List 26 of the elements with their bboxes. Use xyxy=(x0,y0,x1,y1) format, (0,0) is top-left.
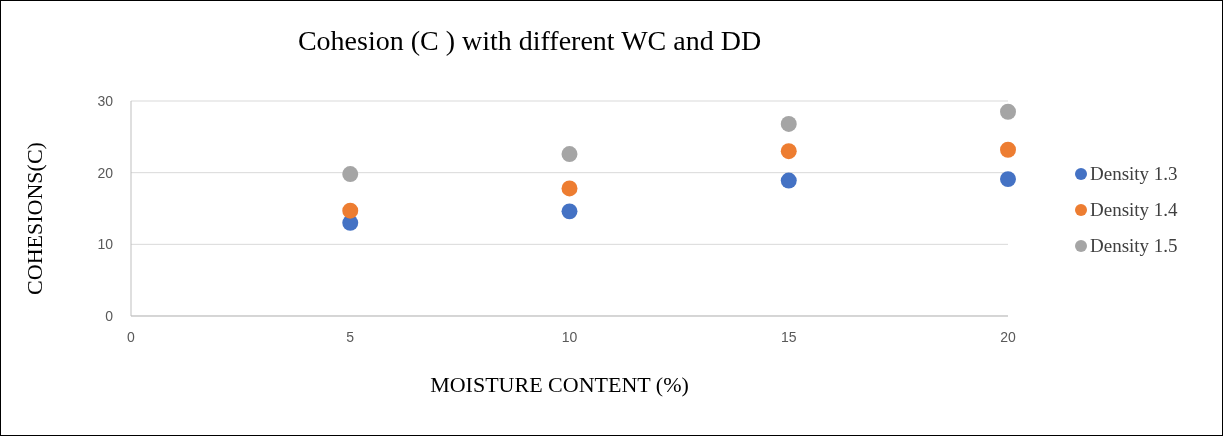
x-axis-title: MOISTURE CONTENT (%) xyxy=(430,372,689,397)
legend-label: Density 1.3 xyxy=(1090,163,1178,184)
y-axis-title: COHESIONS(C) xyxy=(22,142,47,295)
y-tick-label: 30 xyxy=(97,93,114,109)
y-tick-label: 10 xyxy=(97,236,114,253)
point xyxy=(561,180,578,197)
point xyxy=(342,202,359,219)
x-tick-label: 0 xyxy=(127,329,136,345)
x-tick-label: 15 xyxy=(780,329,797,345)
y-tick-label: 20 xyxy=(97,164,114,181)
y-tick-label: 0 xyxy=(105,308,114,324)
point xyxy=(1000,141,1016,158)
point xyxy=(780,143,797,160)
legend-label: Density 1.5 xyxy=(1090,235,1178,256)
x-tick-label: 5 xyxy=(346,329,355,345)
x-tick-label: 20 xyxy=(1000,329,1016,345)
point xyxy=(1000,171,1016,188)
point xyxy=(1000,103,1016,120)
point xyxy=(561,203,578,220)
x-tick-label: 10 xyxy=(561,329,578,345)
chart-title: Cohesion (C ) with different WC and DD xyxy=(297,25,762,56)
point xyxy=(561,146,578,162)
legend-label: Density 1.4 xyxy=(1090,199,1179,220)
point xyxy=(780,115,797,132)
point xyxy=(780,172,797,189)
point xyxy=(342,166,359,183)
